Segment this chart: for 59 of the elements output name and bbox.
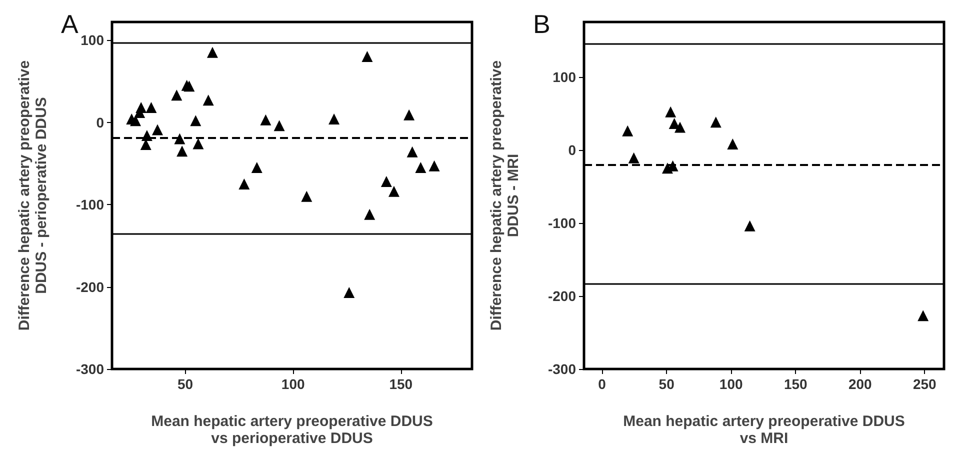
point (415, 162, 426, 174)
y-tick-label: -200 (76, 278, 104, 295)
y-axis-title: Difference hepatic artery preoperative DDUS - MRI (488, 60, 522, 331)
point (130, 115, 141, 126)
point (301, 190, 312, 202)
x-axis-title: Mean hepatic artery preoperative DDUS vs MRI (623, 413, 905, 447)
x-tick-label: 200 (848, 376, 872, 392)
x-tick-label: 150 (389, 376, 413, 392)
x-tick-label: 250 (912, 376, 937, 392)
point (184, 80, 195, 92)
point (628, 152, 640, 164)
point (344, 287, 355, 298)
point (274, 120, 285, 132)
x-axis-title: Mean hepatic artery preoperative DDUS vs perioperative DDUS (151, 413, 433, 447)
point (190, 115, 202, 126)
point (328, 114, 340, 125)
point (364, 208, 376, 220)
point (251, 162, 262, 174)
point (174, 133, 186, 144)
point (622, 125, 634, 136)
x-tick-label: 100 (719, 376, 743, 392)
point (744, 220, 756, 232)
point (260, 114, 272, 126)
point (362, 51, 373, 62)
point (171, 90, 182, 101)
x-tick-label: 100 (281, 376, 305, 392)
y-tick-label: -100 (548, 214, 576, 231)
point (238, 178, 250, 190)
y-tick-label: 0 (568, 142, 576, 158)
x-tick-label: 50 (178, 376, 194, 392)
point (202, 94, 214, 106)
point (406, 146, 418, 158)
point (918, 310, 929, 322)
chart-title: B (533, 9, 550, 39)
point (152, 124, 163, 136)
point (388, 186, 400, 197)
point (665, 106, 676, 118)
y-tick-label: -100 (76, 196, 104, 213)
y-axis-title: Difference hepatic artery preoperative DDUS - perioperative DDUS (16, 60, 50, 331)
y-tick-label: -300 (548, 361, 576, 377)
point (428, 160, 440, 172)
point (710, 116, 722, 128)
y-tick-label: 100 (552, 68, 576, 85)
chart-title: A (61, 9, 79, 39)
point (146, 102, 157, 114)
y-tick-label: 100 (80, 32, 104, 48)
y-tick-label: -200 (548, 288, 576, 304)
point (176, 146, 188, 157)
y-tick-label: 0 (96, 114, 104, 130)
point (206, 46, 218, 58)
point (674, 122, 686, 133)
x-tick-label: 150 (784, 376, 808, 392)
y-tick-label: -300 (76, 361, 104, 377)
point (727, 138, 738, 150)
point (404, 109, 415, 120)
point (192, 138, 204, 150)
x-tick-label: 50 (658, 376, 675, 392)
x-tick-label: 0 (598, 376, 606, 392)
point (380, 176, 392, 188)
